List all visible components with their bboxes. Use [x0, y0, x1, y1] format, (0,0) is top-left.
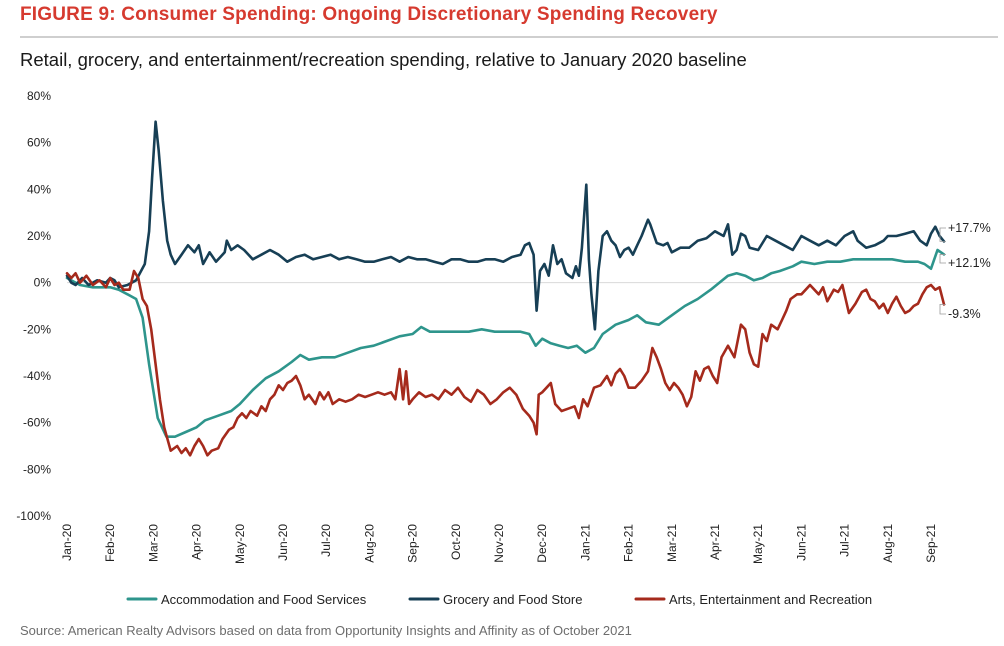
chart-subtitle: Retail, grocery, and entertainment/recre… — [20, 49, 747, 70]
end-label-leader — [939, 227, 946, 242]
y-tick-label: 0% — [34, 276, 52, 290]
x-tick-label: Apr-21 — [708, 524, 722, 560]
x-tick-label: Aug-21 — [881, 524, 895, 563]
x-tick-label: May-21 — [751, 524, 765, 564]
figure-title: FIGURE 9: Consumer Spending: Ongoing Dis… — [20, 4, 718, 25]
x-tick-label: Feb-20 — [103, 524, 117, 562]
x-tick-label: Dec-20 — [535, 524, 549, 563]
x-axis-labels: Jan-20 Feb-20 Mar-20 Apr-20 May-20 Jun-20 Jul-… — [60, 524, 938, 564]
x-tick-label: Jul-20 — [319, 524, 333, 557]
legend-label: Arts, Entertainment and Recreation — [669, 592, 872, 607]
y-tick-label: -60% — [23, 416, 51, 430]
source-note: Source: American Realty Advisors based o… — [20, 623, 632, 638]
x-tick-label: Nov-20 — [492, 524, 506, 563]
x-tick-label: Jan-21 — [578, 524, 592, 561]
x-tick-label: Jun-20 — [276, 524, 290, 561]
end-value-label: -9.3% — [948, 307, 981, 321]
x-tick-label: Mar-21 — [665, 524, 679, 562]
end-labels: +12.1% +17.7% -9.3% — [939, 221, 991, 321]
series-line — [65, 120, 946, 331]
x-tick-label: Sep-21 — [924, 524, 938, 563]
end-label-leader — [939, 303, 946, 315]
end-value-label: +17.7% — [948, 221, 991, 235]
x-tick-label: Jan-20 — [60, 524, 74, 561]
series-layer — [65, 120, 946, 457]
legend-label: Grocery and Food Store — [443, 592, 582, 607]
title-divider — [20, 36, 998, 38]
series-line — [65, 248, 946, 438]
y-tick-label: -100% — [16, 509, 51, 523]
y-tick-label: -40% — [23, 369, 51, 383]
x-tick-label: Oct-20 — [449, 524, 463, 560]
x-tick-label: Aug-20 — [362, 524, 376, 563]
x-tick-label: Sep-20 — [406, 524, 420, 563]
y-tick-label: 20% — [27, 229, 51, 243]
y-tick-label: -20% — [23, 322, 51, 336]
y-tick-label: -80% — [23, 462, 51, 476]
y-tick-label: 80% — [27, 89, 51, 103]
end-label-leader — [939, 254, 946, 264]
x-tick-label: Apr-20 — [190, 524, 204, 560]
x-tick-label: Mar-20 — [146, 524, 160, 562]
y-tick-label: 40% — [27, 182, 51, 196]
x-tick-label: Jun-21 — [794, 524, 808, 561]
x-tick-label: Jul-21 — [838, 524, 852, 557]
x-tick-label: Feb-21 — [622, 524, 636, 562]
legend-label: Accommodation and Food Services — [161, 592, 367, 607]
y-axis-labels: 80% 60% 40% 20% 0% -20% -40% -60% -80% -100% — [16, 89, 51, 523]
x-tick-label: May-20 — [233, 524, 247, 564]
y-tick-label: 60% — [27, 136, 51, 150]
end-value-label: +12.1% — [948, 256, 991, 270]
series-line — [65, 269, 946, 457]
legend: Accommodation and Food Services Grocery a… — [126, 592, 872, 607]
